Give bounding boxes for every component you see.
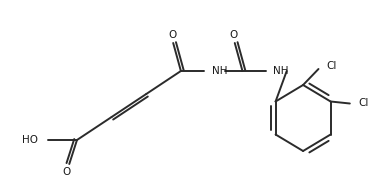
Text: NH: NH (273, 66, 289, 76)
Text: Cl: Cl (326, 61, 337, 71)
Text: O: O (168, 30, 176, 40)
Text: HO: HO (22, 135, 39, 145)
Text: O: O (230, 30, 238, 40)
Text: NH: NH (212, 66, 227, 76)
Text: Cl: Cl (358, 98, 368, 108)
Text: O: O (62, 167, 71, 177)
